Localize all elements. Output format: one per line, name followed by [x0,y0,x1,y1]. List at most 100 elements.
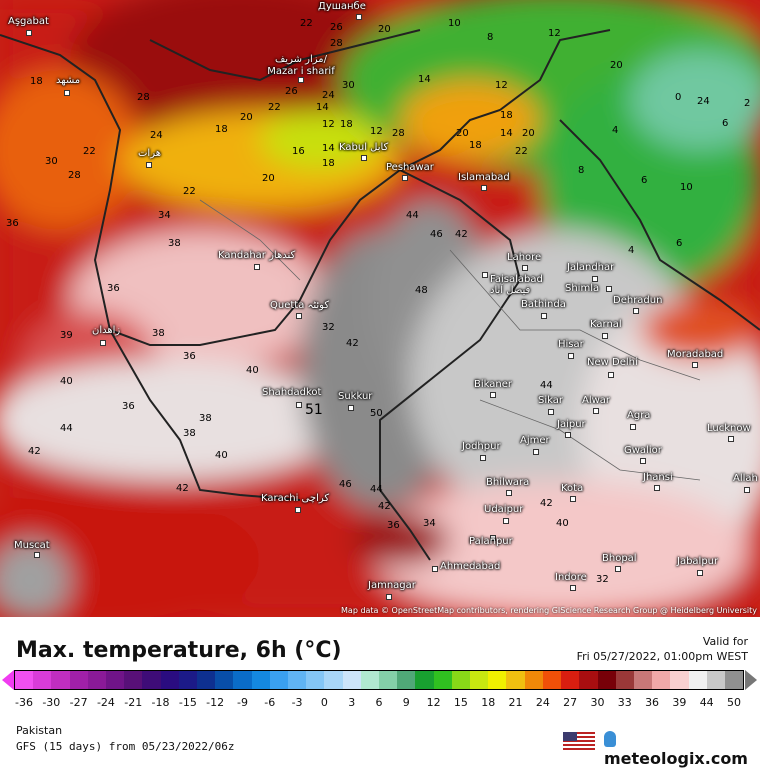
color-swatch [670,671,689,689]
city-label[interactable]: Душанбе [318,1,366,12]
city-label[interactable]: Ahmedabad [440,561,501,572]
temp-label: 44 [540,380,553,391]
city-label[interactable]: مزار شریف/ Mazar i sharif [267,54,335,77]
city-label[interactable]: Allah [733,473,758,484]
scale-tick-label: 3 [348,696,356,709]
temp-label: 40 [215,450,228,461]
city-label[interactable]: Faisalabad فیصل آباد [490,274,543,296]
city-label[interactable]: زاهدان [92,325,121,336]
city-label[interactable]: Aşgabat [8,16,49,27]
color-swatch [288,671,307,689]
city-label[interactable]: Alwar [582,395,611,406]
city-marker [654,485,660,491]
city-label[interactable]: Sikar [538,395,563,406]
city-label[interactable]: New Delhi [587,357,638,368]
brand-name: meteologix.com [604,749,748,768]
city-label[interactable]: Shahdadkot [262,387,322,398]
temp-label: 14 [316,102,329,113]
city-label[interactable]: Jamnagar [368,580,416,591]
temp-label: 26 [285,86,298,97]
city-label[interactable]: Agra [627,410,651,421]
city-label[interactable]: Jalandhar [567,262,615,273]
scale-tick-label: -6 [264,696,276,709]
city-label[interactable]: Bhilwara [486,477,530,488]
color-swatch [579,671,598,689]
scale-tick-label: 0 [320,696,328,709]
color-scale-ticks: -36 -30 -27 -24 -21 -18 -15 -12 -9 -6 -3… [15,696,744,710]
us-flag-icon[interactable] [563,732,595,750]
city-label[interactable]: Sukkur [338,391,373,402]
temp-label: 6 [641,175,648,186]
city-label[interactable]: Lahore [507,252,542,263]
city-label[interactable]: Moradabad [667,349,724,360]
city-label[interactable]: Bikaner [474,379,512,390]
city-label[interactable]: Kandahar کندهار [218,250,296,261]
color-swatch [433,671,452,689]
color-swatch [724,671,744,689]
color-swatch [15,671,34,689]
city-label[interactable]: Dehradun [613,295,663,306]
city-marker [615,566,621,572]
valid-label: Valid for [702,635,748,648]
city-label[interactable]: Jaipur [557,419,586,430]
temp-label: 12 [495,80,508,91]
temperature-map[interactable]: Aşgabat مشهد هرات مزار شریف/ Mazar i sha… [0,0,760,617]
city-marker [481,185,487,191]
city-label[interactable]: Indore [555,572,587,583]
temp-label: 36 [107,283,120,294]
city-label[interactable]: Quetta کوئٹہ [270,300,330,311]
city-label[interactable]: Gwalior [624,445,662,456]
scale-tick-label: 15 [453,696,468,709]
meteologix-logo[interactable]: meteologix.com [604,730,760,768]
temp-label: 42 [176,483,189,494]
temp-label: 4 [612,125,619,136]
city-label[interactable]: Islamabad [458,172,510,183]
city-label[interactable]: Ajmer [520,435,550,446]
city-label[interactable]: Shimla [565,283,600,294]
city-label[interactable]: Lucknow [707,423,751,434]
city-label[interactable]: Udaipur [484,504,524,515]
city-label[interactable]: هرات [138,148,161,159]
city-label[interactable]: Muscat [14,540,50,551]
city-label[interactable]: Jabalpur [677,556,719,567]
temp-label: 40 [246,365,259,376]
color-swatch [215,671,234,689]
city-label[interactable]: مشهد [56,75,81,86]
temp-label: 2 [744,98,751,109]
color-swatch [470,671,489,689]
temp-label: 18 [469,140,482,151]
city-label[interactable]: Jodhpur [462,441,501,452]
city-label[interactable]: Karnal [590,319,622,330]
city-marker [633,308,639,314]
city-label[interactable]: Hisar [558,339,584,350]
valid-time: Valid for Fri 05/27/2022, 01:00pm WEST [577,634,748,664]
city-marker [533,449,539,455]
city-label[interactable]: Bhopal [602,553,637,564]
city-marker [503,518,509,524]
city-marker [541,313,547,319]
city-label[interactable]: Peshawar [386,162,434,173]
temp-label: 36 [122,401,135,412]
city-label[interactable]: Kabul کابل [339,142,389,153]
city-label[interactable]: Karachi کراچی [261,493,330,504]
city-marker [744,487,750,493]
temp-label: 14 [500,128,513,139]
city-label[interactable]: Palanpur [469,536,513,547]
city-label[interactable]: Jhansi [643,472,673,483]
city-label[interactable]: Bathinda [521,299,566,310]
temp-label: 12 [322,119,335,130]
legend-max-arrow [745,670,757,690]
color-swatch [69,671,88,689]
temp-label: 42 [346,338,359,349]
temp-label: 20 [522,128,535,139]
color-swatch [124,671,143,689]
map-attribution[interactable]: Map data © OpenStreetMap contributors, r… [341,606,757,615]
city-marker [522,265,528,271]
city-label[interactable]: Kota [561,483,584,494]
city-marker [386,594,392,600]
city-marker [606,286,612,292]
temp-label: 46 [339,479,352,490]
city-marker [361,155,367,161]
temp-label: 22 [515,146,528,157]
temp-label: 48 [415,285,428,296]
